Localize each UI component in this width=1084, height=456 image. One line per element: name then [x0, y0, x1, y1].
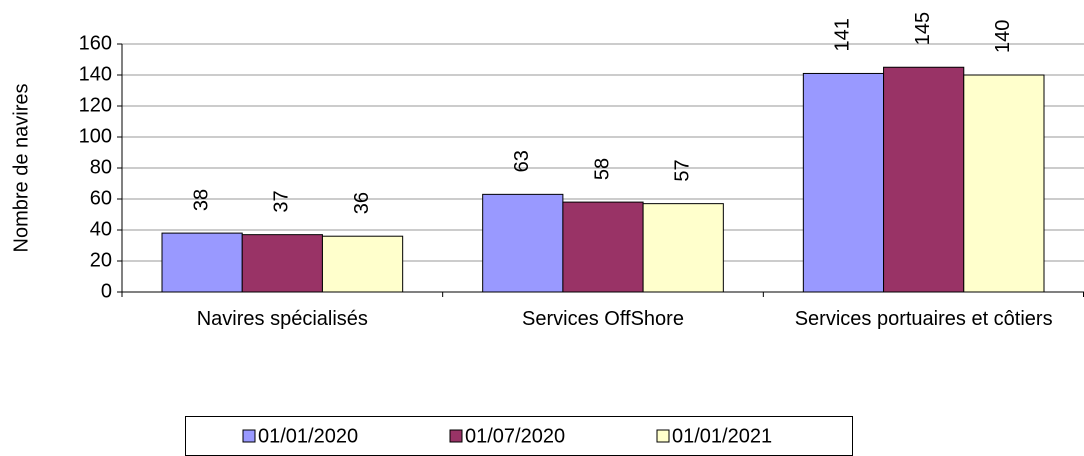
bar: [161, 232, 243, 293]
y-tick-label: 0: [101, 280, 112, 302]
bar: [883, 66, 965, 293]
x-tick-label-box: Services OffShore: [522, 308, 684, 330]
data-label: 145: [912, 12, 934, 45]
legend-label: 01/01/2020: [258, 425, 358, 447]
y-tick-label: 160: [79, 32, 112, 54]
data-label: 38: [190, 189, 212, 211]
data-label: 140: [992, 20, 1014, 53]
y-axis-label: Nombre de navires: [10, 84, 32, 253]
legend-swatch: [656, 429, 670, 443]
data-label: 36: [351, 192, 373, 214]
bar: [482, 193, 564, 293]
legend-swatch: [242, 429, 256, 443]
legend-label: 01/01/2021: [672, 425, 772, 447]
y-tick-label: 120: [79, 94, 112, 116]
y-tick-label: 80: [90, 156, 112, 178]
data-label: 58: [591, 158, 613, 180]
y-tick-label: 60: [90, 187, 112, 209]
legend-box: [185, 416, 853, 456]
bar: [241, 234, 323, 293]
bar: [963, 74, 1045, 293]
x-tick-label: Services portuaires et côtiers: [794, 308, 1053, 330]
y-tick-label: 100: [79, 125, 112, 147]
y-tick-label: 20: [90, 249, 112, 271]
bar: [321, 235, 404, 293]
bar: [802, 72, 885, 293]
x-tick-label-box: Services portuaires et côtiers: [794, 308, 1053, 330]
y-tick-label: 40: [90, 218, 112, 240]
data-label: 63: [511, 150, 533, 172]
x-tick-label-box: Navires spécialisés: [196, 308, 368, 330]
x-tick-label: Navires spécialisés: [196, 308, 368, 330]
x-tick-label: Services OffShore: [522, 308, 684, 330]
data-label: 37: [271, 190, 293, 212]
bar: [562, 201, 644, 293]
y-tick-label: 140: [79, 63, 112, 85]
bar: [642, 203, 724, 293]
legend-label: 01/07/2020: [465, 425, 565, 447]
data-label: 57: [672, 159, 694, 181]
legend-swatch: [449, 429, 463, 443]
data-label: 141: [832, 18, 854, 51]
